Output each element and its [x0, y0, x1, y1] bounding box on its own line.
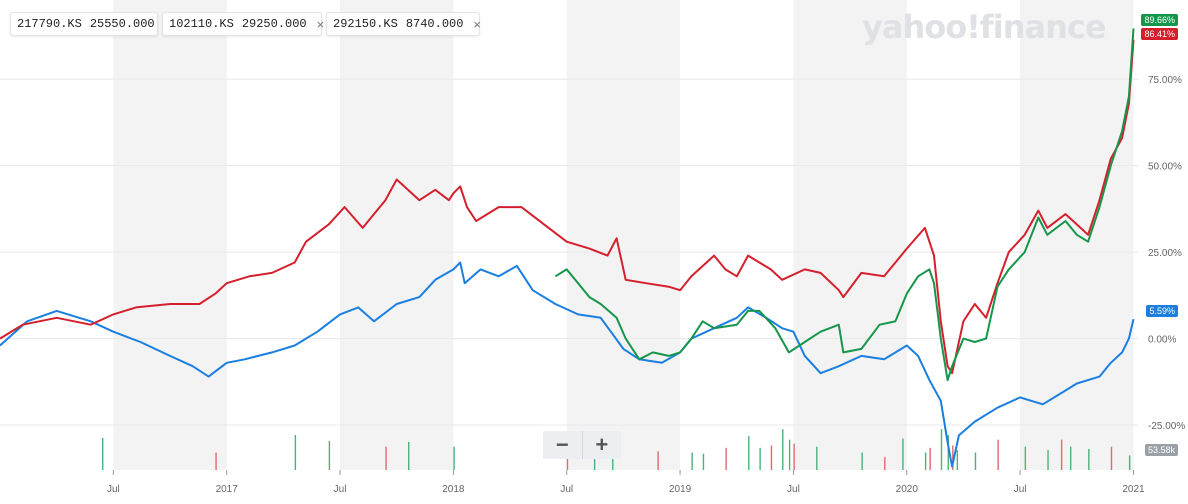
x-tick-label: Jul	[1014, 484, 1027, 495]
volume-bar	[1110, 446, 1113, 470]
volume-bar	[816, 446, 818, 470]
x-tick-label: 2017	[216, 484, 239, 495]
x-tick-label: Jul	[787, 484, 800, 495]
y-tick-label: -25.00%	[1148, 421, 1185, 432]
y-tick-label: 75.00%	[1148, 75, 1182, 86]
legend-pill-292150[interactable]: 292150.KS 8740.000 ×	[326, 12, 482, 36]
series-line	[554, 28, 1135, 382]
x-tick-label: 2018	[442, 484, 465, 495]
volume-bar	[566, 452, 569, 470]
volume-bar	[453, 446, 455, 470]
legend-pill-217790[interactable]: 217790.KS 25550.000	[10, 12, 158, 36]
y-tick-label: 25.00%	[1148, 248, 1182, 259]
series-line	[0, 39, 1135, 375]
close-icon[interactable]: ×	[473, 16, 482, 32]
background-bands	[113, 0, 1134, 470]
legend-symbol: 102110.KS	[169, 17, 234, 31]
volume-bar	[328, 440, 331, 470]
volume-bar	[385, 446, 387, 470]
last-value-badge-blue: 5.59%	[1146, 305, 1178, 317]
volume-bar	[956, 450, 959, 470]
volume-bar	[294, 435, 297, 470]
volume-bar	[929, 447, 931, 470]
series-line	[0, 261, 1135, 468]
zoom-controls: − +	[543, 431, 621, 459]
x-tick-label: Jul	[334, 484, 347, 495]
legend-symbol: 217790.KS	[17, 17, 82, 31]
volume-bar	[215, 452, 217, 470]
x-tick-label: 2021	[1122, 484, 1145, 495]
volume-bar	[793, 443, 795, 470]
zoom-out-button[interactable]: −	[543, 431, 583, 459]
volume-bar	[748, 436, 750, 470]
x-tick-label: 2020	[896, 484, 919, 495]
volume-bar	[924, 452, 927, 470]
volume-bar	[952, 445, 954, 470]
volume-bar	[788, 439, 791, 470]
volume-bar	[725, 447, 727, 470]
volume-bar	[997, 439, 999, 470]
volume-bar	[408, 442, 410, 470]
volume-bar	[702, 453, 705, 470]
time-band	[340, 0, 454, 470]
volume-bar	[1060, 439, 1063, 470]
volume-bar	[102, 437, 104, 470]
x-tick-label: Jul	[560, 484, 573, 495]
x-axis: Jul 2017 Jul 2018 Jul 2019 Jul 2020 Jul 2021	[107, 470, 1145, 495]
volume-bar	[691, 452, 693, 470]
volume-bar	[940, 429, 943, 470]
y-axis: 75.00% 50.00% 25.00% 0.00% -25.00%	[1148, 75, 1185, 432]
volume-bar	[902, 438, 904, 470]
volume-bar	[1088, 449, 1090, 470]
close-icon[interactable]: ×	[316, 16, 325, 32]
volume-bar	[657, 451, 659, 470]
volume-bar	[759, 447, 761, 470]
legend-value: 29250.000	[241, 17, 307, 31]
volume-bar	[861, 452, 863, 470]
y-tick-label: 50.00%	[1148, 162, 1182, 173]
volume-bar	[884, 457, 886, 470]
volume-bar	[947, 435, 949, 470]
last-value-badge-volume: 53.58k	[1144, 444, 1178, 456]
volume-bar	[1128, 455, 1131, 470]
brand-logo: yahoo!finance	[862, 8, 1107, 46]
volume-bar	[770, 445, 773, 470]
zoom-in-button[interactable]: +	[595, 432, 609, 457]
legend-pill-102110[interactable]: 102110.KS 29250.000 ×	[162, 12, 325, 36]
gridlines	[0, 78, 1138, 426]
time-band	[566, 0, 681, 470]
legend-value: 8740.000	[405, 17, 464, 31]
volume-bar	[1069, 446, 1072, 470]
y-tick-label: 0.00%	[1148, 335, 1176, 346]
last-value-badge-green: 89.66%	[1141, 14, 1178, 26]
time-band	[113, 0, 227, 470]
volume-bar	[782, 429, 784, 470]
series-lines	[0, 28, 1135, 468]
legend-value: 25550.000	[89, 17, 155, 31]
last-value-badge-red: 86.41%	[1141, 28, 1178, 40]
x-tick-label: 2019	[669, 484, 692, 495]
volume-bar	[1024, 446, 1027, 470]
time-band	[793, 0, 907, 470]
volume-bar	[1047, 450, 1049, 470]
x-tick-label: Jul	[107, 484, 120, 495]
legend-symbol: 292150.KS	[333, 17, 398, 31]
volume-bar	[974, 452, 977, 470]
